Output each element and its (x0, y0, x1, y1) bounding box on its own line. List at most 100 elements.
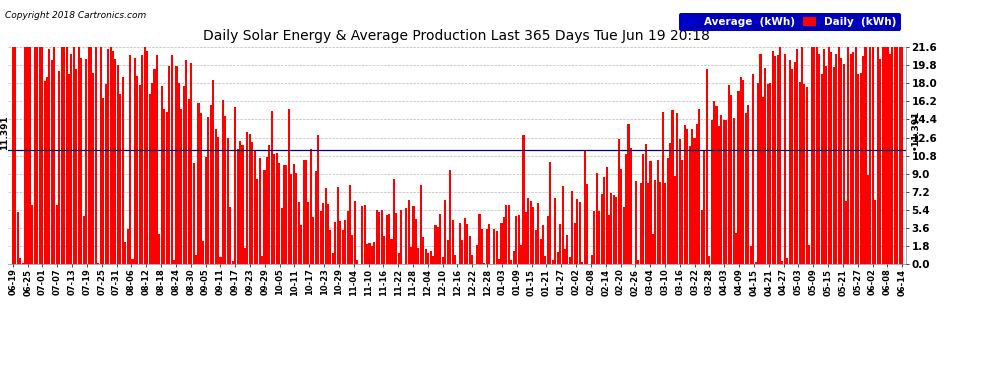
Bar (764, 68, 766, 264)
Bar (581, 262, 583, 264)
Bar (117, 65, 119, 264)
Bar (263, 170, 265, 264)
Bar (874, 200, 876, 264)
Bar (483, 263, 485, 264)
Bar (49, 50, 50, 264)
Bar (137, 76, 139, 264)
Bar (449, 170, 451, 264)
Bar (248, 135, 250, 264)
Bar (620, 169, 623, 264)
Bar (92, 73, 94, 264)
Bar (708, 256, 710, 264)
Bar (854, 47, 856, 264)
Bar (227, 138, 229, 264)
Bar (200, 114, 202, 264)
Bar (544, 256, 546, 264)
Bar (305, 160, 307, 264)
Bar (566, 234, 568, 264)
Bar (440, 214, 442, 264)
Bar (280, 208, 282, 264)
Bar (500, 223, 503, 264)
Bar (188, 99, 190, 264)
Bar (696, 124, 698, 264)
Bar (437, 226, 439, 264)
Bar (366, 244, 368, 264)
Bar (716, 106, 718, 264)
Bar (740, 77, 742, 264)
Bar (786, 258, 788, 264)
Bar (34, 47, 36, 264)
Bar (789, 60, 791, 264)
Bar (804, 84, 806, 264)
Bar (806, 87, 808, 264)
Bar (239, 141, 242, 264)
Bar (496, 231, 498, 264)
Bar (85, 59, 87, 264)
Bar (22, 263, 24, 264)
Bar (90, 47, 92, 264)
Bar (813, 47, 815, 264)
Bar (102, 98, 104, 264)
Bar (197, 103, 200, 264)
Bar (726, 120, 728, 264)
Bar (165, 112, 167, 264)
Bar (635, 181, 637, 264)
Bar (251, 142, 253, 264)
Bar (611, 193, 613, 264)
Bar (156, 55, 158, 264)
Bar (58, 71, 60, 264)
Bar (127, 229, 129, 264)
Bar (744, 113, 746, 264)
Bar (613, 195, 615, 264)
Bar (253, 150, 255, 264)
Bar (643, 154, 644, 264)
Bar (628, 124, 630, 264)
Bar (37, 47, 39, 264)
Bar (322, 203, 324, 264)
Bar (195, 255, 197, 264)
Bar (148, 94, 150, 264)
Bar (894, 47, 896, 264)
Bar (288, 110, 290, 264)
Bar (237, 148, 239, 264)
Bar (781, 261, 783, 264)
Bar (630, 148, 632, 264)
Bar (833, 67, 835, 264)
Bar (446, 240, 448, 264)
Bar (684, 124, 686, 264)
Bar (836, 54, 838, 264)
Bar (518, 215, 520, 264)
Bar (356, 260, 358, 264)
Bar (769, 83, 771, 264)
Bar (774, 56, 776, 264)
Bar (244, 248, 246, 264)
Bar (80, 58, 82, 264)
Bar (60, 47, 62, 264)
Bar (119, 94, 122, 264)
Bar (559, 224, 561, 264)
Bar (210, 105, 212, 264)
Bar (75, 69, 77, 264)
Bar (212, 80, 214, 264)
Bar (586, 184, 588, 264)
Bar (32, 205, 34, 264)
Bar (849, 54, 852, 264)
Bar (784, 54, 786, 264)
Bar (170, 55, 172, 264)
Bar (348, 185, 351, 264)
Bar (601, 194, 603, 264)
Bar (801, 47, 803, 264)
Bar (310, 149, 312, 264)
Bar (44, 81, 46, 264)
Bar (864, 47, 866, 264)
Bar (451, 220, 453, 264)
Bar (686, 129, 688, 264)
Bar (335, 222, 337, 264)
Bar (368, 243, 370, 264)
Bar (190, 63, 192, 264)
Bar (476, 245, 478, 264)
Bar (337, 186, 339, 264)
Bar (879, 60, 881, 264)
Bar (100, 47, 102, 264)
Bar (122, 77, 124, 264)
